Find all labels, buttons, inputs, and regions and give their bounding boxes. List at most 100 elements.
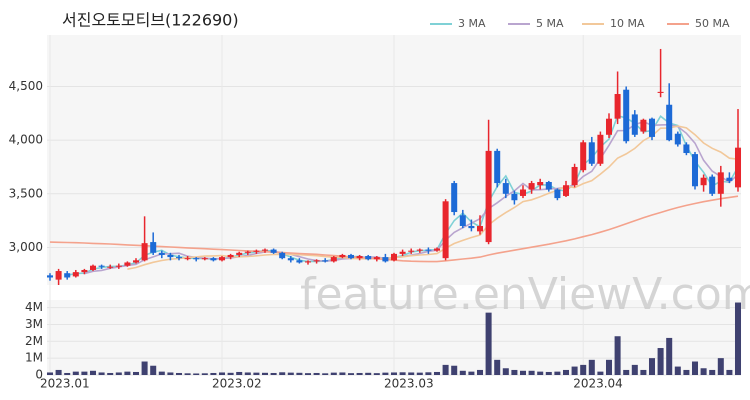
volume-bar [339, 372, 346, 375]
volume-bar [382, 372, 389, 375]
candle-body [98, 265, 105, 267]
candle-body [304, 261, 312, 263]
candle-body [132, 260, 140, 263]
volume-bar [55, 369, 62, 375]
legend-label: 5 MA [536, 17, 564, 30]
volume-bar [304, 373, 312, 375]
x-tick-label: 2023.02 [212, 377, 262, 391]
volume-bar [115, 372, 122, 375]
y-tick-label: 3M [25, 317, 43, 331]
candle-body [605, 118, 613, 135]
volume-bar [167, 372, 174, 375]
volume-bar [571, 366, 578, 375]
candle-body [158, 252, 165, 255]
volume-bar [554, 371, 561, 375]
y-tick-label: 3,000 [9, 240, 43, 254]
volume-bar [64, 372, 71, 375]
candle-body [124, 262, 131, 266]
candle-body [451, 183, 458, 213]
candle-body [657, 91, 664, 93]
volume-bar [433, 371, 441, 375]
y-tick-label: 4M [25, 300, 43, 314]
volume-bar [253, 372, 260, 375]
volume-bar [330, 372, 337, 375]
y-tick-label: 4,500 [9, 79, 43, 93]
candle-body [81, 269, 88, 273]
candle-body [571, 166, 578, 186]
candle-body [726, 177, 733, 181]
volume-bar [107, 372, 114, 375]
candle-body [356, 256, 363, 259]
volume-bar [46, 372, 54, 375]
volume-bar [734, 302, 742, 375]
candle-body [640, 119, 647, 132]
candle-body [184, 258, 191, 260]
y-tick-label: 0 [35, 368, 43, 382]
candle-body [597, 134, 604, 164]
candle-body [674, 133, 681, 145]
candle-body [717, 172, 724, 194]
volume-bar [184, 373, 191, 375]
volume-bar [468, 371, 475, 375]
volume-bar [442, 364, 449, 375]
candle-body [150, 242, 157, 253]
candle-body [408, 250, 415, 252]
watermark: feature.enViewV.com [300, 269, 750, 320]
candle-body [554, 189, 561, 199]
volume-bar [261, 372, 269, 375]
candle-body [562, 185, 570, 196]
candle-body [511, 193, 518, 201]
legend-label: 3 MA [458, 17, 486, 30]
candle-body [330, 257, 337, 262]
candle-body [296, 260, 303, 263]
volume-bar [614, 336, 621, 375]
candle-body [623, 89, 630, 142]
volume-bar [717, 358, 724, 375]
candle-body [373, 257, 380, 260]
volume-bar [485, 312, 492, 375]
volume-bar [648, 358, 656, 375]
candle-body [365, 256, 372, 260]
volume-bar [373, 373, 380, 375]
volume-bar [210, 372, 217, 375]
volume-bar [623, 369, 630, 375]
candle-body [141, 243, 148, 261]
volume-bar [605, 359, 613, 375]
candle-body [485, 150, 492, 243]
volume-bar [193, 373, 200, 375]
candle-body [193, 258, 200, 260]
candle-body [218, 257, 226, 261]
candle-body [709, 176, 716, 194]
candle-body [175, 257, 183, 259]
candle-body [666, 104, 673, 141]
candle-body [339, 254, 346, 258]
candle-body [107, 266, 114, 268]
candle-body [691, 154, 699, 187]
volume-bar [89, 370, 97, 375]
legend-label: 10 MA [610, 17, 645, 30]
candle-body [64, 273, 71, 278]
volume-bar [365, 372, 372, 375]
volume-bar [459, 370, 466, 375]
candle-body [545, 181, 552, 190]
volume-bar [322, 373, 329, 375]
candle-body [537, 181, 544, 186]
volume-bar [519, 370, 527, 375]
candle-body [382, 257, 389, 262]
candle-body [390, 253, 398, 261]
volume-bar [416, 372, 423, 375]
candle-body [588, 142, 595, 164]
volume-bar [700, 368, 707, 375]
y-tick-label: 1M [25, 351, 43, 365]
volume-bar [279, 372, 286, 375]
x-tick-label: 2023.03 [384, 377, 434, 391]
volume-bar [580, 364, 587, 375]
volume-bar [72, 371, 79, 375]
y-tick-label: 2M [25, 334, 43, 348]
candle-body [313, 260, 320, 262]
volume-bar [631, 364, 638, 375]
volume-bar [691, 361, 699, 375]
volume-bar [270, 372, 277, 375]
volume-bar [158, 371, 165, 375]
